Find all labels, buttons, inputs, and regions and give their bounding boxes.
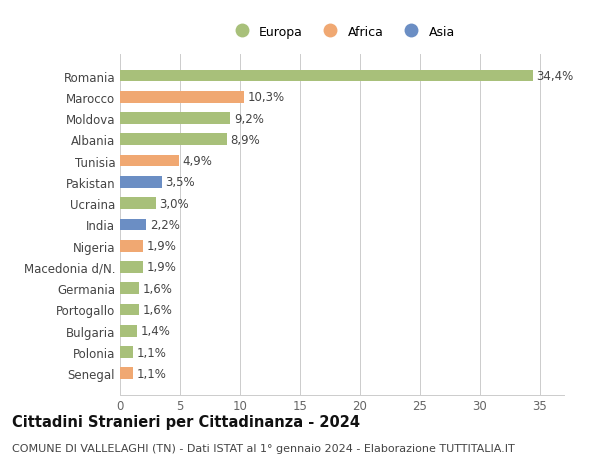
Text: 1,1%: 1,1% [137,367,167,380]
Bar [120,71,533,82]
Text: COMUNE DI VALLELAGHI (TN) - Dati ISTAT al 1° gennaio 2024 - Elaborazione TUTTITA: COMUNE DI VALLELAGHI (TN) - Dati ISTAT a… [12,443,515,453]
Text: 34,4%: 34,4% [536,70,574,83]
Bar [120,134,227,146]
Text: 10,3%: 10,3% [247,91,284,104]
Text: 1,6%: 1,6% [143,282,173,295]
Text: Cittadini Stranieri per Cittadinanza - 2024: Cittadini Stranieri per Cittadinanza - 2… [12,414,360,429]
Bar [120,304,139,316]
Bar [120,241,143,252]
Bar [120,325,137,337]
Text: 4,9%: 4,9% [182,155,212,168]
Text: 1,9%: 1,9% [146,261,176,274]
Bar [120,219,146,231]
Bar [120,92,244,103]
Text: 1,4%: 1,4% [140,325,170,337]
Text: 9,2%: 9,2% [234,112,264,125]
Text: 3,5%: 3,5% [166,176,195,189]
Bar [120,177,162,188]
Text: 1,6%: 1,6% [143,303,173,316]
Legend: Europa, Africa, Asia: Europa, Africa, Asia [224,21,460,44]
Text: 2,2%: 2,2% [150,218,180,231]
Text: 3,0%: 3,0% [160,197,189,210]
Text: 1,1%: 1,1% [137,346,167,359]
Bar [120,156,179,167]
Bar [120,368,133,379]
Bar [120,262,143,273]
Text: 1,9%: 1,9% [146,240,176,252]
Text: 8,9%: 8,9% [230,134,260,146]
Bar [120,113,230,125]
Bar [120,283,139,294]
Bar [120,198,156,209]
Bar [120,347,133,358]
